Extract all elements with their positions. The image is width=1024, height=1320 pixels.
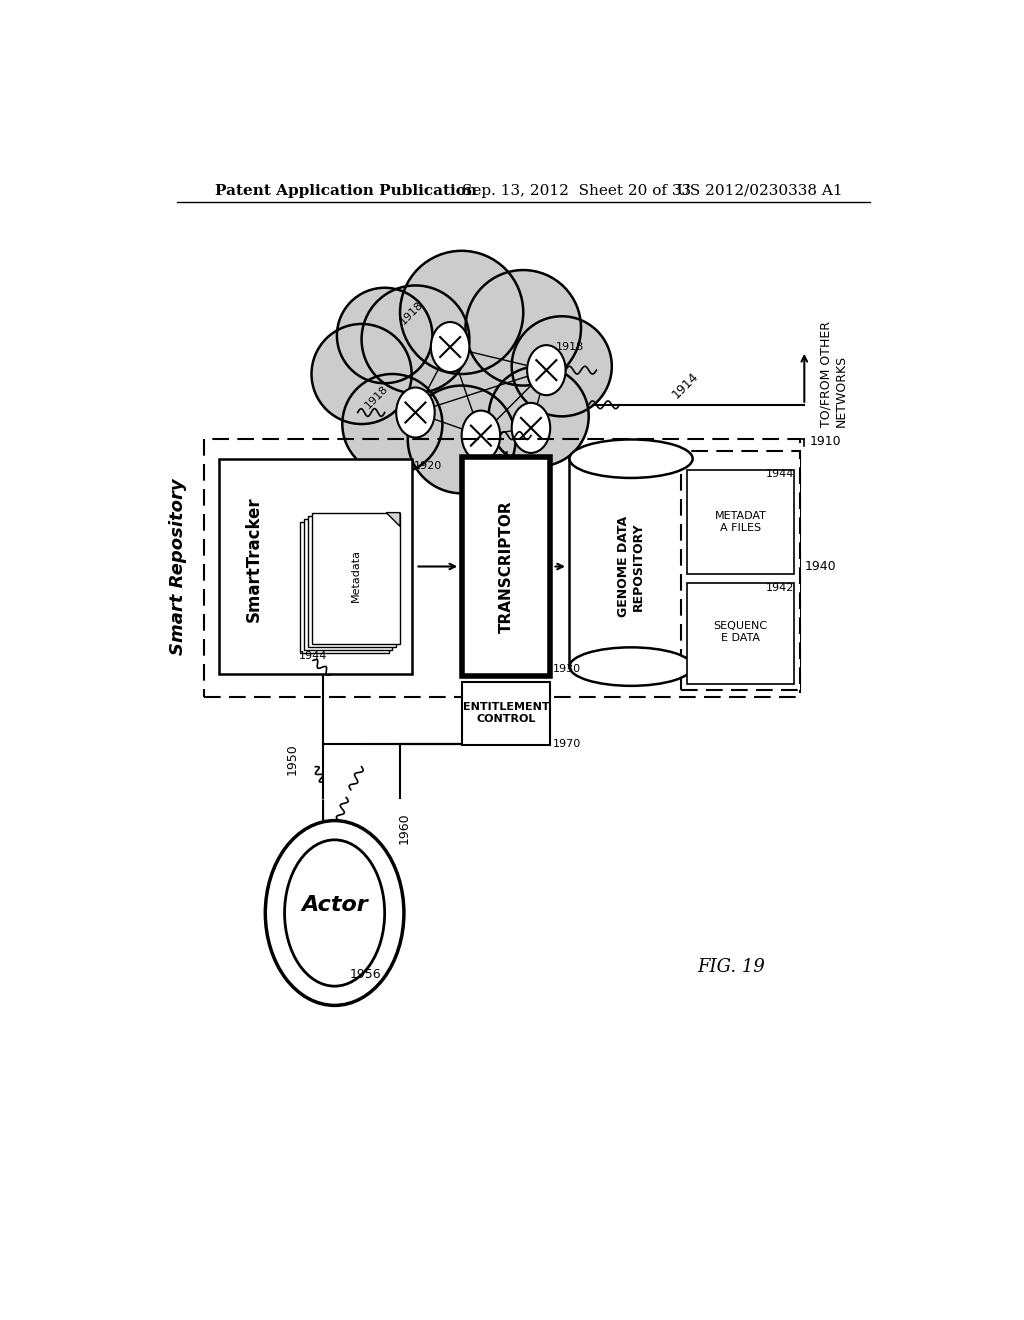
Text: 1930: 1930 [553, 664, 581, 675]
Ellipse shape [527, 345, 565, 395]
Polygon shape [569, 459, 692, 667]
Ellipse shape [569, 647, 692, 686]
Circle shape [488, 367, 589, 466]
FancyBboxPatch shape [462, 457, 550, 676]
Text: Metadata: Metadata [351, 549, 361, 602]
Ellipse shape [431, 322, 469, 372]
Text: METADAT
A FILES: METADAT A FILES [715, 511, 766, 533]
Text: FIG. 19: FIG. 19 [697, 958, 765, 975]
Text: TO/FROM OTHER
NETWORKS: TO/FROM OTHER NETWORKS [819, 321, 848, 426]
Text: SEQUENC
E DATA: SEQUENC E DATA [714, 622, 767, 643]
Ellipse shape [265, 821, 403, 1006]
Text: 1950: 1950 [286, 743, 299, 775]
Circle shape [361, 285, 469, 393]
Text: Sep. 13, 2012  Sheet 20 of 33: Sep. 13, 2012 Sheet 20 of 33 [462, 183, 691, 198]
Text: Patent Application Publication: Patent Application Publication [215, 183, 477, 198]
Ellipse shape [285, 840, 385, 986]
FancyBboxPatch shape [687, 583, 794, 684]
Text: 1940: 1940 [804, 560, 836, 573]
Text: 1918: 1918 [555, 342, 584, 352]
FancyBboxPatch shape [462, 682, 550, 744]
Circle shape [512, 317, 611, 416]
Text: 1942: 1942 [766, 583, 795, 593]
Text: 1918: 1918 [364, 384, 390, 411]
Text: Smart Repository: Smart Repository [169, 478, 187, 655]
Circle shape [342, 374, 442, 474]
Polygon shape [386, 512, 400, 527]
Text: 1944: 1944 [298, 651, 327, 661]
FancyBboxPatch shape [304, 519, 392, 649]
Circle shape [466, 271, 581, 385]
Text: 1914: 1914 [670, 370, 700, 401]
Text: SmartTracker: SmartTracker [245, 496, 263, 622]
Text: ENTITLEMENT
CONTROL: ENTITLEMENT CONTROL [463, 702, 550, 723]
Text: TRANSCRIPTOR: TRANSCRIPTOR [499, 500, 514, 632]
Text: 1910: 1910 [810, 436, 842, 449]
Text: US 2012/0230338 A1: US 2012/0230338 A1 [677, 183, 843, 198]
FancyBboxPatch shape [687, 470, 794, 574]
Ellipse shape [462, 411, 500, 461]
Text: Actor: Actor [301, 895, 368, 915]
Polygon shape [370, 293, 569, 459]
Text: GENOME DATA
REPOSITORY: GENOME DATA REPOSITORY [617, 516, 645, 616]
Circle shape [408, 385, 515, 494]
Ellipse shape [396, 388, 435, 437]
Ellipse shape [512, 403, 550, 453]
Text: 1920: 1920 [414, 462, 442, 471]
Text: 1944: 1944 [766, 469, 795, 479]
FancyBboxPatch shape [300, 521, 388, 653]
FancyBboxPatch shape [681, 451, 801, 689]
FancyBboxPatch shape [219, 459, 412, 675]
Circle shape [400, 251, 523, 374]
Ellipse shape [569, 440, 692, 478]
Circle shape [311, 323, 412, 424]
FancyBboxPatch shape [311, 512, 400, 644]
Circle shape [337, 288, 432, 383]
Text: 1956: 1956 [349, 968, 381, 981]
Text: 1960: 1960 [397, 813, 411, 843]
Text: 1918: 1918 [398, 298, 425, 326]
FancyBboxPatch shape [307, 516, 396, 647]
Text: 1918: 1918 [489, 454, 518, 463]
Text: 1970: 1970 [553, 739, 581, 748]
